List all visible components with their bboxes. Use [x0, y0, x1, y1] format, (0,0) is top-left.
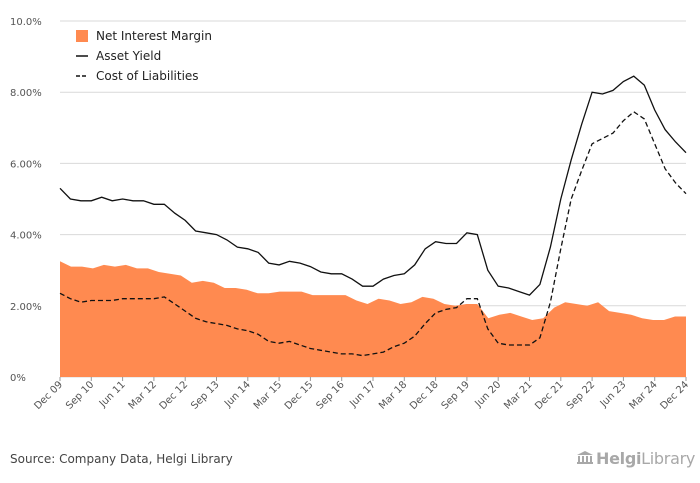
- x-tick-label: Dec 12: [158, 379, 191, 412]
- x-tick-label: Mar 21: [502, 379, 534, 411]
- legend-label: Asset Yield: [96, 49, 161, 63]
- legend-label: Cost of Liabilities: [96, 69, 199, 83]
- x-tick-label: Sep 19: [440, 379, 472, 411]
- x-tick-label: Mar 15: [252, 379, 284, 411]
- logo-library: Library: [641, 449, 696, 468]
- x-tick-label: Jun 17: [347, 379, 378, 410]
- x-tick-label: Dec 09: [32, 379, 65, 412]
- legend-label: Net Interest Margin: [96, 29, 212, 43]
- y-tick-label: 0%: [10, 373, 26, 384]
- plot-area: [59, 75, 687, 377]
- x-tick-label: Jun 23: [598, 379, 629, 410]
- series-net-interest-margin-area: [60, 261, 686, 377]
- x-tick-label: Sep 10: [64, 379, 96, 411]
- x-tick-label: Jun 20: [473, 379, 504, 410]
- x-tick-label: Sep 13: [189, 379, 221, 411]
- x-tick-label: Sep 16: [314, 379, 346, 411]
- x-tick-label: Dec 18: [408, 379, 441, 412]
- x-tick-label: Sep 22: [565, 379, 597, 411]
- legend-swatch-net-interest-margin: [76, 30, 88, 42]
- y-tick-label: 2.00%: [10, 302, 42, 313]
- x-tick-label: Jun 11: [97, 379, 128, 410]
- x-tick-label: Mar 12: [127, 379, 159, 411]
- legend: Net Interest Margin Asset Yield Cost of Li…: [76, 29, 212, 83]
- y-axis-ticks: 0% 2.00% 4.00% 6.00% 8.00% 10.0%: [10, 17, 42, 384]
- logo-helgi: Helgi: [596, 449, 642, 468]
- series-asset-yield-line: [59, 75, 687, 296]
- y-tick-label: 6.00%: [10, 159, 42, 170]
- helgi-library-logo: HelgiLibrary: [576, 449, 695, 468]
- y-tick-label: 8.00%: [10, 88, 42, 99]
- x-tick-label: Jun 14: [222, 379, 253, 410]
- x-tick-label: Dec 24: [658, 379, 691, 412]
- y-tick-label: 10.0%: [10, 17, 42, 28]
- library-building-icon: [577, 451, 593, 464]
- series-cost-of-liabilities-line: [59, 110, 687, 357]
- x-tick-label: Dec 21: [533, 379, 566, 412]
- x-tick-label: Mar 18: [377, 379, 409, 411]
- x-tick-label: Mar 24: [627, 379, 659, 411]
- source-note: Source: Company Data, Helgi Library: [10, 452, 233, 466]
- y-tick-label: 4.00%: [10, 231, 42, 242]
- x-tick-label: Dec 15: [283, 379, 316, 412]
